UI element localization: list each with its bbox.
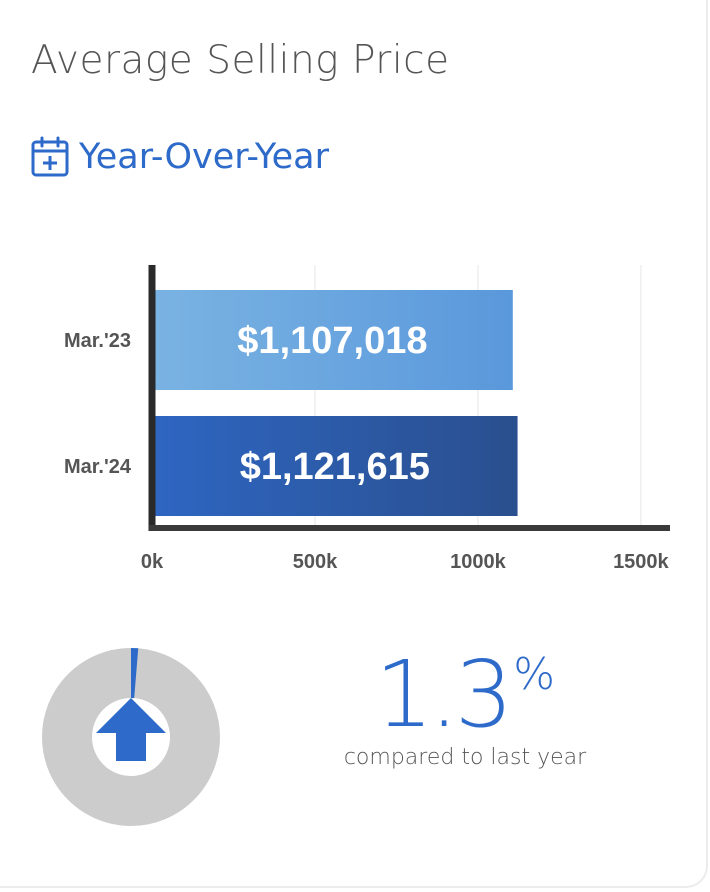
x-tick-label: 500k bbox=[293, 551, 338, 573]
change-value: 1.3 bbox=[374, 641, 513, 748]
change-caption: compared to last year bbox=[343, 745, 587, 770]
x-tick-label: 1500k bbox=[613, 551, 669, 573]
bar-0 bbox=[152, 290, 513, 390]
bar-chart: $1,107,018 Mar.'23 $1,121,615 Mar.'24 0k 500k… bbox=[64, 265, 670, 573]
bar-value-label: $1,107,018 bbox=[237, 320, 427, 362]
page-title: Average Selling Price bbox=[31, 38, 450, 83]
x-tick-label: 0k bbox=[141, 551, 164, 573]
category-label: Mar.'24 bbox=[64, 456, 132, 478]
change-donut bbox=[42, 648, 220, 826]
arrow-up-icon bbox=[96, 698, 166, 761]
category-label: Mar.'23 bbox=[64, 330, 131, 352]
period-header: Year-Over-Year bbox=[31, 136, 329, 178]
bar-1 bbox=[152, 416, 518, 516]
x-tick-label: 1000k bbox=[450, 551, 506, 573]
donut-progress-arc bbox=[131, 648, 139, 699]
period-label: Year-Over-Year bbox=[79, 137, 329, 177]
calendar-plus-icon bbox=[31, 136, 69, 177]
bar-value-label: $1,121,615 bbox=[240, 446, 430, 488]
change-unit: % bbox=[513, 649, 556, 700]
change-summary: 1.3% compared to last year bbox=[300, 641, 630, 771]
